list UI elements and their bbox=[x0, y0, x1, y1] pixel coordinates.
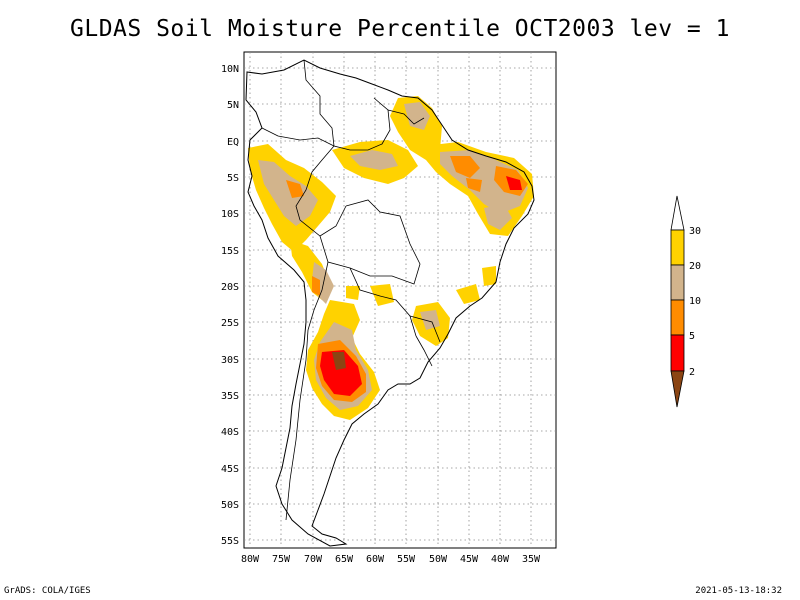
lon-tick: 45W bbox=[460, 554, 479, 565]
lat-tick: 5N bbox=[227, 100, 239, 111]
legend-label: 10 bbox=[689, 296, 701, 307]
timestamp-label: 2021-05-13-18:32 bbox=[695, 586, 782, 596]
coastline bbox=[245, 59, 535, 547]
legend-label: 2 bbox=[689, 367, 695, 378]
longitude-axis: 80W 75W 70W 65W 60W 55W 50W 45W 40W 35W bbox=[241, 554, 541, 565]
legend-swatch-2-5 bbox=[670, 334, 685, 372]
lat-tick: 30S bbox=[221, 355, 239, 366]
soil-moisture-shading bbox=[248, 96, 534, 420]
latitude-axis: 10N 5N EQ 5S 10S 15S 20S 25S 30S 35S 40S… bbox=[221, 64, 239, 547]
lat-tick: 55S bbox=[221, 536, 239, 547]
legend-label: 30 bbox=[689, 226, 701, 237]
lat-tick: 40S bbox=[221, 427, 239, 438]
lon-tick: 50W bbox=[429, 554, 448, 565]
legend-label: 5 bbox=[689, 331, 695, 342]
lat-tick: 15S bbox=[221, 246, 239, 257]
lon-tick: 80W bbox=[241, 554, 260, 565]
lat-tick: 10S bbox=[221, 209, 239, 220]
legend-label: 20 bbox=[689, 261, 701, 272]
lat-tick: EQ bbox=[227, 137, 239, 148]
lon-tick: 35W bbox=[522, 554, 541, 565]
lat-tick: 50S bbox=[221, 500, 239, 511]
color-legend bbox=[670, 195, 685, 408]
lon-tick: 55W bbox=[397, 554, 416, 565]
lon-tick: 75W bbox=[272, 554, 291, 565]
legend-swatch-20-30 bbox=[670, 229, 685, 266]
lat-tick: 5S bbox=[227, 173, 239, 184]
legend-swatch-10-20 bbox=[670, 264, 685, 301]
legend-swatch-above-30 bbox=[670, 195, 685, 231]
legend-swatch-5-10 bbox=[670, 299, 685, 336]
lat-tick: 20S bbox=[221, 282, 239, 293]
credit-label: GrADS: COLA/IGES bbox=[4, 586, 91, 596]
lon-tick: 70W bbox=[304, 554, 323, 565]
lat-tick: 25S bbox=[221, 318, 239, 329]
country-borders bbox=[261, 59, 441, 521]
lat-tick: 35S bbox=[221, 391, 239, 402]
lon-tick: 65W bbox=[335, 554, 354, 565]
legend-labels: 30 20 10 5 2 bbox=[689, 226, 701, 378]
lon-tick: 60W bbox=[366, 554, 385, 565]
lon-tick: 40W bbox=[491, 554, 510, 565]
map-title: GLDAS Soil Moisture Percentile OCT2003 l… bbox=[70, 16, 730, 42]
lat-tick: 10N bbox=[221, 64, 239, 75]
lat-tick: 45S bbox=[221, 464, 239, 475]
legend-swatch-below-2 bbox=[670, 370, 685, 408]
